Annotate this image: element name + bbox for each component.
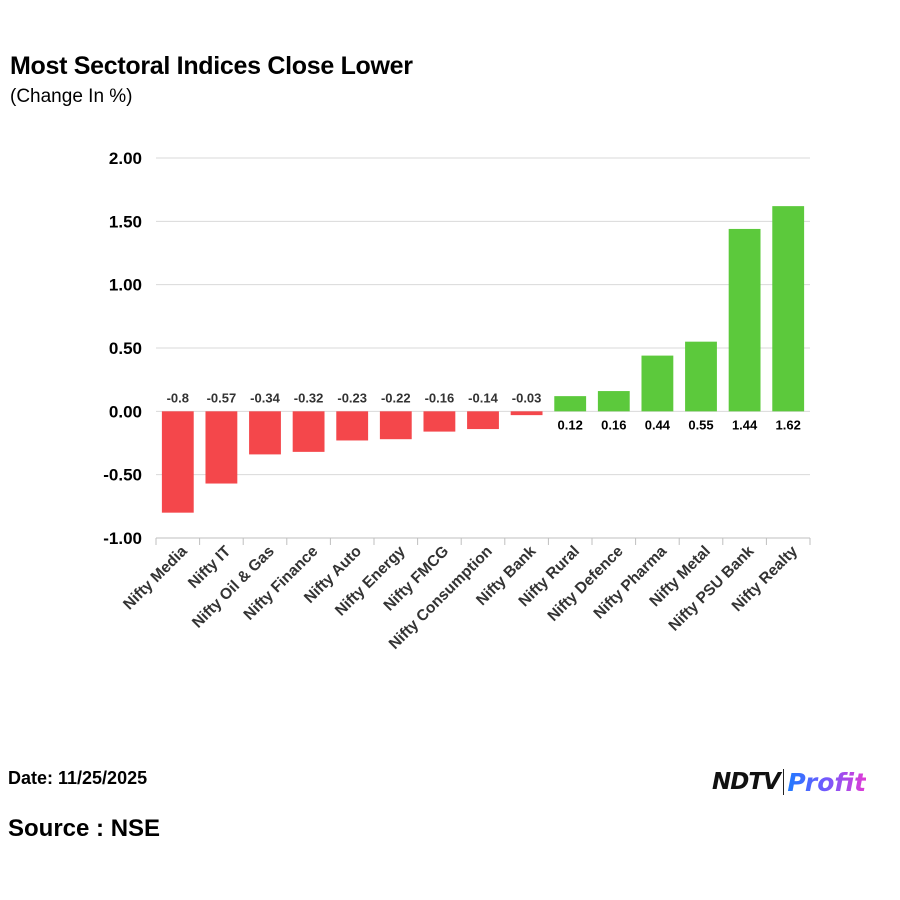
data-label: 1.44 (732, 417, 758, 432)
data-label: -0.03 (512, 390, 542, 405)
data-label: -0.14 (468, 390, 498, 405)
y-tick-label: -0.50 (103, 466, 142, 485)
brand-ndtv-text: NDTV (712, 769, 781, 795)
bar (554, 396, 587, 412)
y-tick-label: 0.50 (109, 339, 142, 358)
y-tick-label: 1.50 (109, 212, 142, 231)
data-label: -0.23 (337, 390, 367, 405)
brand-divider (782, 769, 785, 795)
brand-profit-text: Profit (787, 767, 867, 797)
data-label: 1.62 (776, 417, 801, 432)
bar (161, 411, 194, 513)
bar (728, 228, 761, 412)
data-label: -0.34 (250, 390, 280, 405)
source-label: Source : NSE (8, 815, 161, 842)
y-tick-label: 0.00 (109, 402, 142, 421)
ndtv-profit-logo: NDTV Profit (712, 764, 866, 800)
bar (467, 411, 499, 430)
bar (205, 411, 238, 484)
data-label: 0.16 (601, 417, 626, 432)
bar (249, 411, 281, 455)
data-label: -0.22 (381, 390, 411, 405)
data-label: 0.44 (645, 417, 671, 432)
bar (292, 411, 325, 452)
category-label: Nifty Media (120, 543, 191, 614)
bar (423, 411, 456, 432)
bar (336, 411, 369, 441)
data-label: -0.16 (425, 390, 455, 405)
chart-subtitle: (Change In %) (10, 86, 133, 107)
category-label: Nifty Defence (545, 543, 627, 625)
y-tick-label: -1.00 (103, 529, 142, 548)
data-label: 0.55 (688, 417, 713, 432)
chart-title: Most Sectoral Indices Close Lower (10, 52, 413, 80)
data-label: 0.12 (558, 417, 583, 432)
bar (597, 391, 630, 412)
data-label: -0.8 (167, 390, 189, 405)
bar (685, 341, 717, 412)
bar (379, 411, 412, 440)
data-label: -0.57 (207, 390, 237, 405)
y-tick-label: 1.00 (109, 276, 142, 295)
y-tick-label: 2.00 (109, 149, 142, 168)
date-label: Date: 11/25/2025 (8, 768, 148, 788)
bar (641, 355, 674, 412)
data-label: -0.32 (294, 390, 324, 405)
bar (510, 411, 543, 416)
bar (772, 206, 805, 412)
